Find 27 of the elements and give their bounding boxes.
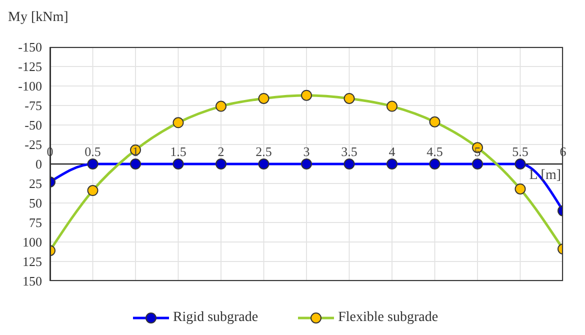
y-tick-label: -150 xyxy=(18,40,42,55)
x-tick-label: 3 xyxy=(303,144,310,159)
x-tick-label: 1.5 xyxy=(170,144,186,159)
x-tick-label: 4 xyxy=(388,144,396,159)
y-tick-label: -125 xyxy=(18,59,42,74)
y-tick-label: -50 xyxy=(24,118,42,133)
y-tick-label: 100 xyxy=(22,234,42,250)
x-tick-label: 0.5 xyxy=(84,144,101,159)
x-tick-label: 2 xyxy=(218,144,224,159)
x-axis-title: L [m] xyxy=(529,168,561,184)
x-tick-label: 2.5 xyxy=(256,144,272,159)
x-tick-label: 5.5 xyxy=(512,144,528,159)
y-tick-label: -25 xyxy=(24,137,42,152)
y-axis-title: My [kNm] xyxy=(8,10,68,26)
x-tick-label: 4.5 xyxy=(426,144,443,159)
y-tick-label: -75 xyxy=(24,98,42,114)
y-tick-label: 125 xyxy=(22,254,42,270)
x-tick-label: 3.5 xyxy=(341,144,358,159)
y-tick-label: 0 xyxy=(36,156,42,172)
legend-label: Rigid subgrade xyxy=(172,310,258,326)
legend-label: Flexible subgrade xyxy=(338,310,438,326)
y-tick-label: 50 xyxy=(29,196,42,211)
y-tick-label: 150 xyxy=(22,274,42,289)
y-tick-label: -100 xyxy=(18,78,42,94)
y-tick-label: 25 xyxy=(29,176,42,192)
y-tick-label: 75 xyxy=(29,215,42,230)
x-tick-label: 5 xyxy=(474,144,481,159)
